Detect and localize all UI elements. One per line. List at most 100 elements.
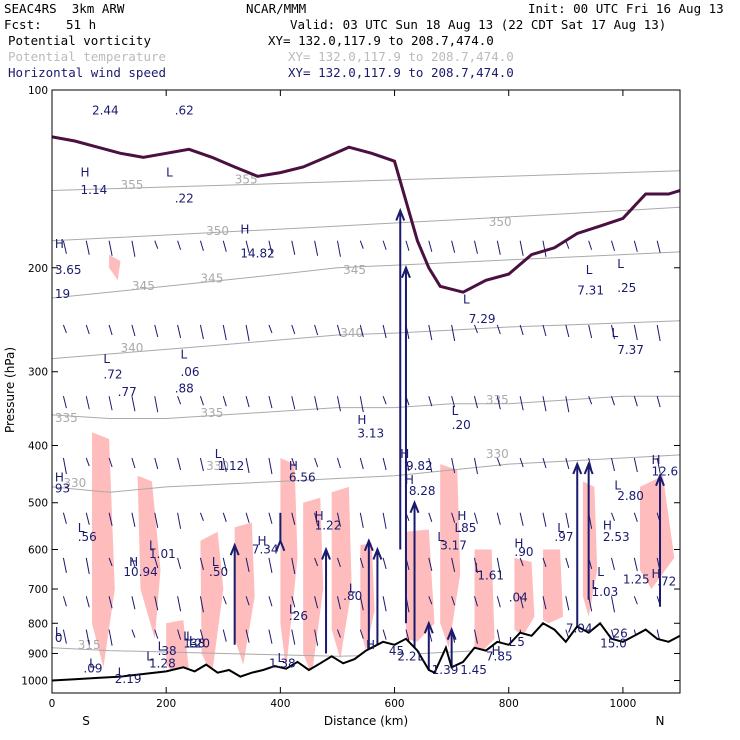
hl-label: 1.22 bbox=[315, 518, 342, 532]
wind-arrow bbox=[565, 557, 570, 569]
hl-label: 7.85 bbox=[486, 649, 513, 663]
wind-arrow bbox=[177, 324, 182, 339]
wind-arrow bbox=[588, 396, 593, 405]
hl-label: L bbox=[289, 602, 296, 616]
wind-arrow bbox=[542, 396, 547, 412]
hl-label: L bbox=[437, 530, 444, 544]
wind-arrow bbox=[542, 596, 547, 610]
wind-arrow bbox=[245, 596, 250, 606]
wind-arrow bbox=[154, 557, 159, 569]
hl-label: L bbox=[183, 629, 190, 643]
hl-label: H bbox=[514, 536, 523, 550]
wind-arrow-head bbox=[446, 626, 457, 640]
pv-fill-region bbox=[303, 497, 324, 676]
wind-arrow bbox=[359, 457, 364, 470]
isentrope-line bbox=[52, 251, 680, 299]
wind-arrow bbox=[245, 457, 250, 474]
isentrope-label: 315 bbox=[78, 638, 101, 652]
wind-arrow bbox=[108, 324, 113, 336]
hl-label: L bbox=[454, 521, 461, 535]
hl-label: H bbox=[492, 644, 501, 658]
hl-label: H bbox=[405, 473, 414, 487]
isentrope-label: 355 bbox=[121, 178, 144, 192]
x-axis-label: Distance (km) bbox=[324, 714, 408, 728]
hl-label: 7.31 bbox=[577, 284, 604, 298]
hl-label: .20 bbox=[452, 418, 471, 432]
forecast-label: Fcst: bbox=[4, 17, 42, 32]
wind-arrow bbox=[245, 324, 250, 342]
hl-label: L bbox=[463, 293, 470, 307]
forecast-hours: 51 h bbox=[66, 17, 97, 32]
wind-arrow bbox=[519, 240, 524, 256]
wind-arrow bbox=[131, 240, 136, 257]
hl-label: L bbox=[180, 348, 187, 362]
hl-label: .26 bbox=[289, 609, 308, 623]
hl-label: .26 bbox=[609, 626, 628, 640]
wind-arrow bbox=[62, 557, 67, 573]
hl-label: 8.28 bbox=[409, 484, 436, 498]
wind-arrow bbox=[519, 457, 524, 468]
hl-label: 0 bbox=[55, 631, 63, 645]
tropopause-line bbox=[52, 135, 680, 294]
wind-arrow bbox=[565, 512, 570, 528]
hl-label: H bbox=[315, 509, 324, 523]
wind-arrow bbox=[291, 396, 296, 410]
wind-arrow bbox=[519, 557, 524, 567]
hl-label: L bbox=[149, 538, 156, 552]
wind-arrow bbox=[245, 512, 250, 523]
wind-arrow bbox=[496, 324, 501, 335]
wind-arrow bbox=[633, 557, 638, 572]
hl-label: L bbox=[146, 649, 153, 663]
wind-arrow-head bbox=[372, 546, 383, 560]
wind-arrow bbox=[519, 512, 524, 526]
hl-label: .77 bbox=[118, 385, 137, 399]
wind-arrow bbox=[62, 629, 67, 644]
wind-arrow bbox=[496, 596, 501, 608]
wind-arrow bbox=[314, 324, 319, 336]
hl-label: .25 bbox=[617, 281, 636, 295]
hl-label: L bbox=[118, 666, 125, 680]
isentrope-label: 335 bbox=[486, 393, 509, 407]
pv-fill-region bbox=[514, 557, 535, 636]
wind-arrow bbox=[588, 240, 593, 250]
hl-label: L bbox=[215, 447, 222, 461]
hl-label: L bbox=[103, 352, 110, 366]
wind-arrow-head bbox=[572, 461, 583, 475]
wind-arrow bbox=[222, 240, 227, 252]
wind-arrow bbox=[519, 324, 524, 336]
field-xy-theta: XY= 132.0,117.9 to 208.7,474.0 bbox=[288, 49, 514, 64]
field-name-theta: Potential temperature bbox=[8, 49, 167, 64]
wind-arrow bbox=[519, 596, 524, 609]
hl-label: L bbox=[417, 649, 424, 663]
hl-label: H bbox=[289, 459, 298, 473]
wind-arrow bbox=[633, 512, 638, 522]
wind-arrow bbox=[177, 457, 182, 471]
wind-arrow bbox=[542, 240, 547, 257]
wind-arrow bbox=[268, 629, 273, 644]
hl-label: 9.82 bbox=[406, 459, 433, 473]
hl-label: 45 bbox=[389, 644, 404, 658]
wind-arrow bbox=[359, 596, 364, 611]
wind-arrow bbox=[177, 240, 182, 250]
hl-label: L bbox=[614, 479, 621, 493]
wind-arrow bbox=[291, 457, 296, 467]
hl-label: 3.17 bbox=[440, 538, 467, 552]
hl-label: 3.65 bbox=[55, 263, 82, 277]
x-tick-label: 200 bbox=[156, 698, 176, 710]
wind-arrow bbox=[336, 629, 341, 638]
wind-arrow bbox=[62, 512, 67, 524]
hl-label: 1.03 bbox=[592, 585, 619, 599]
hl-label: 1.25 bbox=[623, 572, 650, 586]
wind-arrow bbox=[336, 557, 341, 568]
hl-label: H bbox=[400, 447, 409, 461]
wind-arrow bbox=[451, 596, 456, 606]
wind-arrow bbox=[496, 240, 501, 255]
pv-fill-region bbox=[640, 475, 675, 589]
wind-arrow bbox=[199, 512, 204, 521]
wind-arrow bbox=[565, 457, 570, 470]
wind-arrow bbox=[611, 512, 615, 521]
hl-label: L bbox=[189, 637, 196, 651]
hl-label: H bbox=[357, 413, 366, 427]
pv-fill-region bbox=[280, 458, 298, 670]
wind-arrow bbox=[314, 457, 319, 468]
